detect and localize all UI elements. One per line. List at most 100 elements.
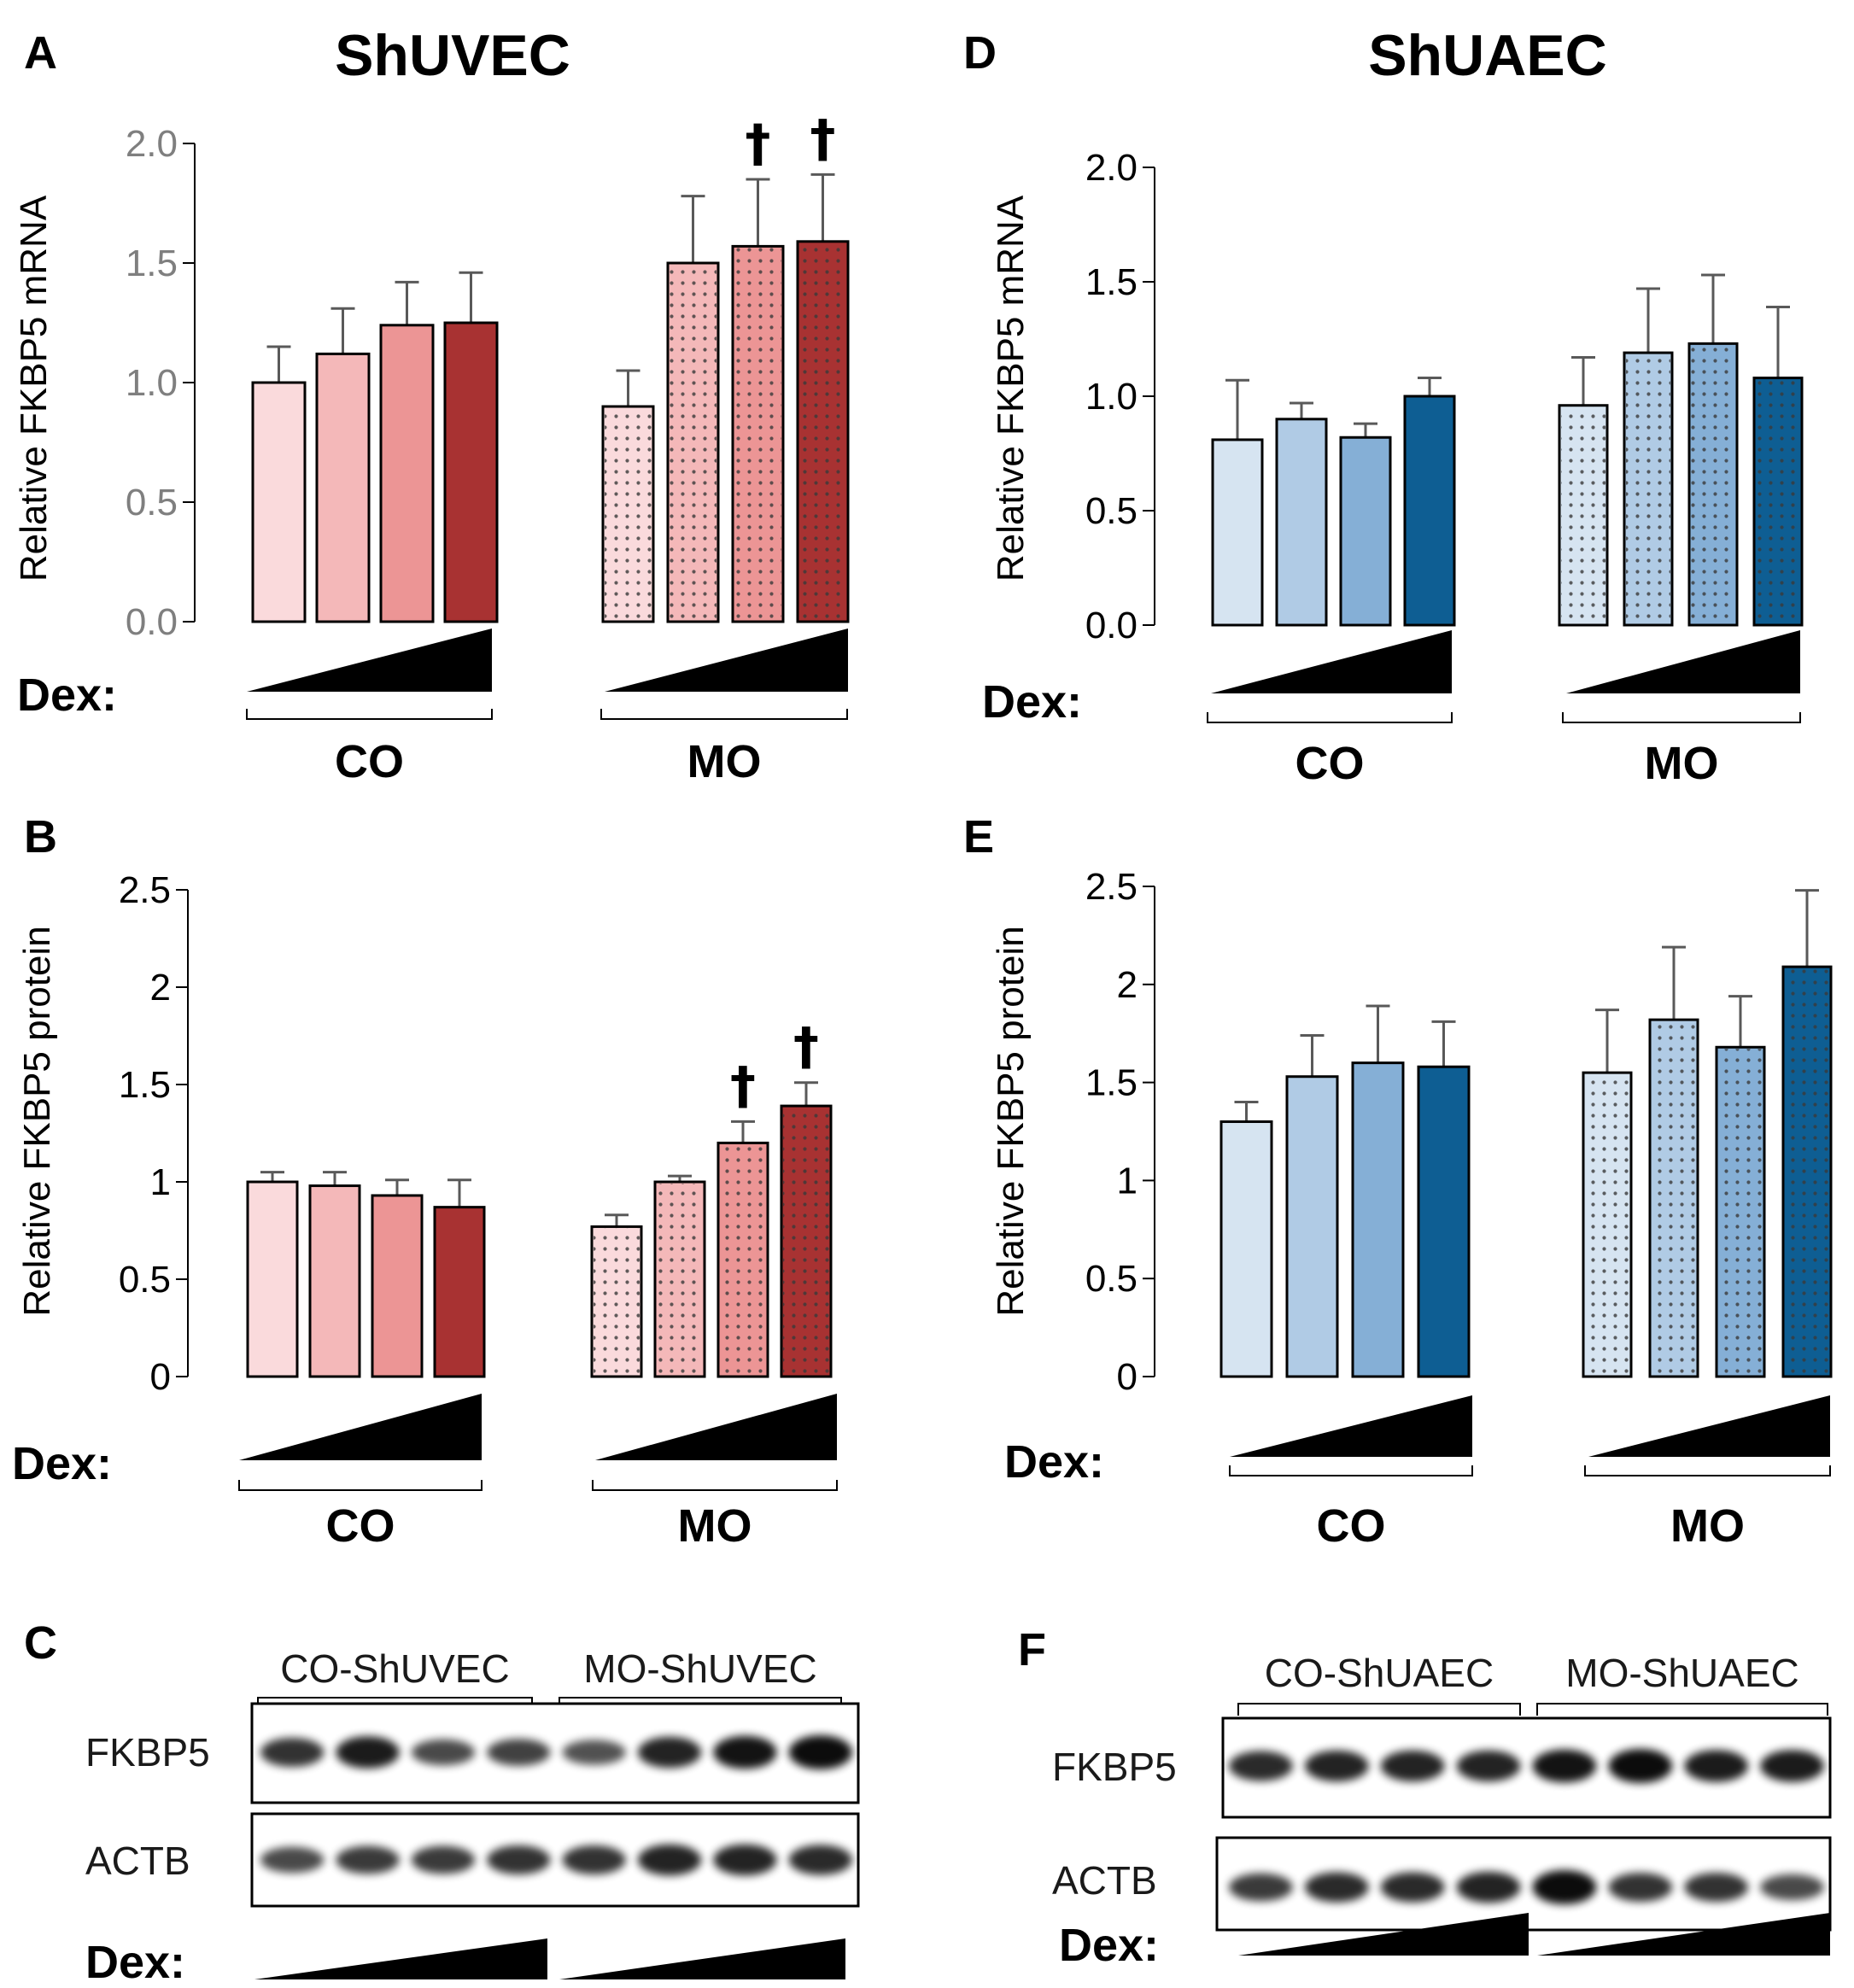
dex-label: Dex: xyxy=(12,1438,112,1489)
bar-co xyxy=(1417,1065,1471,1378)
group-bracket xyxy=(1229,1465,1473,1476)
dex-label: Dex: xyxy=(982,676,1082,728)
bar-co xyxy=(1219,1120,1273,1378)
blot-group-bracket xyxy=(1237,1703,1521,1716)
blot-row-label: FKBP5 xyxy=(1052,1745,1177,1789)
bar-co xyxy=(251,381,307,623)
bar-co xyxy=(1211,438,1264,627)
panel-letter-a: A xyxy=(24,27,57,79)
group-bracket xyxy=(238,1480,483,1491)
y-tick-label: 2 xyxy=(150,967,171,1009)
blot-band xyxy=(411,1845,476,1874)
dex-label: Dex: xyxy=(17,669,117,721)
y-tick-label: 1.0 xyxy=(1085,376,1138,418)
panel-letter-f: F xyxy=(1018,1624,1046,1675)
y-axis-label: Relative FKBP5 mRNA xyxy=(990,195,1032,582)
bar-dot-pattern xyxy=(734,248,781,620)
blot-row-label: ACTB xyxy=(1052,1858,1157,1903)
blot-band xyxy=(1532,1749,1597,1783)
group-label-mo: MO xyxy=(1645,738,1719,789)
blot-band xyxy=(1532,1870,1597,1904)
blot-band xyxy=(562,1845,626,1874)
y-tick-label: 0.0 xyxy=(126,601,178,643)
blot-band xyxy=(1229,1873,1293,1902)
dex-dose-wedge xyxy=(1238,1913,1529,1956)
bar-dot-pattern xyxy=(657,1184,703,1375)
y-tick-label: 1.5 xyxy=(1085,261,1138,303)
y-tick-label: 0.5 xyxy=(1085,1258,1138,1300)
chart-panel-a: 0.0 0.5 1.0 1.5 2.0 Relative FKBP5 mRNA CO † † MO… xyxy=(13,108,850,787)
blot-band xyxy=(487,1845,551,1874)
dex-dose-wedge xyxy=(605,629,848,692)
y-tick-label: 1.5 xyxy=(1085,1062,1138,1104)
blot-band xyxy=(1380,1750,1445,1782)
blot-band xyxy=(1229,1751,1293,1781)
dex-dose-wedge xyxy=(239,1394,482,1460)
panel-letter-c: C xyxy=(24,1617,57,1669)
bar-co xyxy=(433,1206,486,1378)
y-axis-label: Relative FKBP5 mRNA xyxy=(13,195,55,582)
blot-group-label: CO-ShUAEC xyxy=(1265,1651,1494,1695)
blot-band xyxy=(487,1739,551,1766)
y-tick-label: 1.0 xyxy=(126,362,178,404)
group-bracket xyxy=(1584,1465,1831,1476)
dex-dose-wedge xyxy=(1566,630,1800,693)
blot-row-label: FKBP5 xyxy=(85,1730,210,1775)
y-tick-label: 0.0 xyxy=(1085,605,1138,646)
chart-panel-e: 0 0.5 1 1.5 2 2.5 Relative FKBP5 protein CO MO De… xyxy=(990,866,1833,1552)
blot-group-label: MO-ShUAEC xyxy=(1565,1651,1798,1695)
group-label-co: CO xyxy=(1317,1500,1386,1552)
western-blot-c: CO-ShUVEC MO-ShUVEC FKBP5 ACTB Dex: xyxy=(85,1646,860,1988)
significance-dagger: † xyxy=(793,1017,819,1077)
group-bracket xyxy=(246,709,493,720)
bar-co xyxy=(308,1184,361,1378)
y-tick-label: 0 xyxy=(150,1356,171,1398)
panel-letter-d: D xyxy=(963,27,997,79)
blot-band xyxy=(713,1844,777,1876)
group-bracket xyxy=(1562,712,1801,723)
blot-group-label: CO-ShUVEC xyxy=(280,1646,509,1691)
bar-co xyxy=(246,1180,299,1378)
bar-dot-pattern xyxy=(720,1144,766,1375)
blot-band xyxy=(336,1736,400,1769)
y-tick-label: 1 xyxy=(150,1161,171,1203)
chart-panel-b: 0 0.5 1 1.5 2 2.5 Relative FKBP5 protein CO † † MO… xyxy=(12,869,838,1552)
panel-letter-e: E xyxy=(963,811,994,862)
y-axis-label: Relative FKBP5 protein xyxy=(16,926,58,1316)
bar-co xyxy=(1275,418,1328,627)
significance-dagger: † xyxy=(810,108,836,168)
bar-co xyxy=(1339,436,1392,627)
blot-band xyxy=(1684,1873,1749,1902)
group-label-co: CO xyxy=(1295,738,1365,789)
blot-band xyxy=(411,1739,476,1766)
blot-band xyxy=(1760,1750,1824,1782)
blot-band xyxy=(788,1735,852,1769)
blot-band xyxy=(713,1735,777,1769)
bar-co xyxy=(1403,395,1456,627)
blot-band xyxy=(1304,1750,1369,1782)
group-bracket xyxy=(600,709,848,720)
significance-dagger: † xyxy=(730,1055,756,1115)
bar-dot-pattern xyxy=(1585,1074,1629,1375)
blot-band xyxy=(637,1736,702,1769)
blot-band xyxy=(562,1740,626,1765)
y-tick-label: 0 xyxy=(1117,1356,1138,1398)
bar-dot-pattern xyxy=(594,1228,640,1375)
group-label-co: CO xyxy=(326,1500,395,1552)
chart-panel-d: 0.0 0.5 1.0 1.5 2.0 Relative FKBP5 mRNA CO MO De… xyxy=(982,147,1804,789)
group-label-mo: MO xyxy=(687,736,762,787)
y-tick-label: 2.5 xyxy=(119,869,171,911)
column-title-right: ShUAEC xyxy=(1368,23,1607,88)
bar-dot-pattern xyxy=(783,1108,829,1375)
bar-co xyxy=(443,321,499,623)
significance-dagger: † xyxy=(746,114,771,173)
dex-dose-wedge xyxy=(1588,1395,1830,1457)
western-blot-f: CO-ShUAEC MO-ShUAEC FKBP5 ACTB Dex: xyxy=(1052,1651,1832,1971)
bar-dot-pattern xyxy=(1652,1021,1696,1375)
bar-co xyxy=(315,352,371,623)
bar-dot-pattern xyxy=(1626,354,1670,623)
blot-band xyxy=(1608,1873,1673,1902)
group-bracket xyxy=(592,1480,838,1491)
dex-dose-wedge xyxy=(1537,1913,1830,1956)
